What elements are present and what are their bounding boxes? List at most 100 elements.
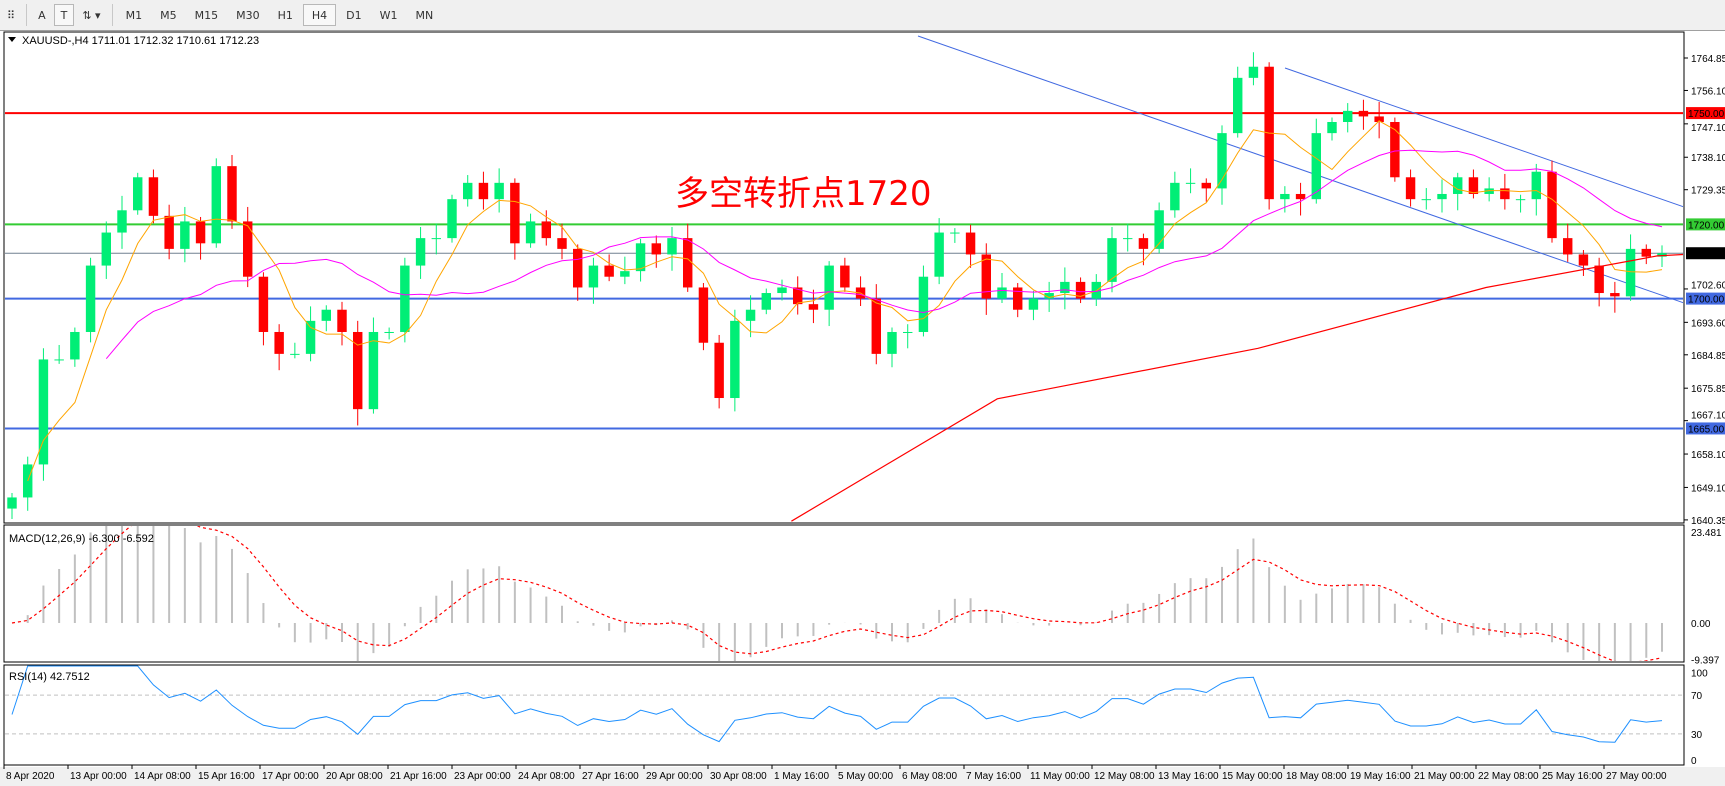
candle[interactable] xyxy=(1641,248,1651,257)
candle[interactable] xyxy=(431,238,441,240)
candle[interactable] xyxy=(1280,193,1290,200)
timeframe-w1-button[interactable]: W1 xyxy=(379,8,398,22)
text-tool-button[interactable]: A xyxy=(38,8,46,22)
candle[interactable] xyxy=(274,331,284,354)
candle[interactable] xyxy=(1547,171,1557,239)
candle[interactable] xyxy=(368,331,379,410)
candle[interactable] xyxy=(573,248,583,288)
timeframe-m1-button[interactable]: M1 xyxy=(125,8,143,22)
candle[interactable] xyxy=(1405,177,1416,200)
candle[interactable] xyxy=(211,166,221,244)
candle[interactable] xyxy=(1468,177,1479,194)
candle[interactable] xyxy=(1233,77,1243,134)
candle[interactable] xyxy=(1028,298,1039,310)
candle[interactable] xyxy=(337,309,347,332)
candle[interactable] xyxy=(1013,287,1023,310)
candle[interactable] xyxy=(965,232,976,255)
timeframe-m30-button[interactable]: M30 xyxy=(236,8,260,22)
arrows-tool-button[interactable]: ⇅ ▾ xyxy=(82,8,101,22)
candle[interactable] xyxy=(1201,182,1211,189)
candle[interactable] xyxy=(478,182,489,200)
candle[interactable] xyxy=(1311,133,1321,200)
text-label-tool-button[interactable]: T xyxy=(53,4,75,26)
candle[interactable] xyxy=(604,265,614,277)
candle[interactable] xyxy=(934,232,944,277)
candle[interactable] xyxy=(1484,188,1494,194)
candle[interactable] xyxy=(1594,265,1604,294)
candle[interactable] xyxy=(463,182,473,200)
candle[interactable] xyxy=(1657,253,1667,257)
candle[interactable] xyxy=(525,221,536,244)
candle[interactable] xyxy=(981,254,991,299)
candle[interactable] xyxy=(840,265,850,288)
candle[interactable] xyxy=(1154,210,1164,249)
candle[interactable] xyxy=(117,210,127,233)
candle[interactable] xyxy=(1531,171,1541,200)
candle[interactable] xyxy=(494,182,504,200)
collapse-triangle-icon[interactable] xyxy=(8,37,16,42)
trendline-lower[interactable] xyxy=(917,35,1684,304)
candle[interactable] xyxy=(258,276,269,332)
candle[interactable] xyxy=(1044,293,1054,299)
candle[interactable] xyxy=(1248,66,1259,78)
timeframe-mn-button[interactable]: MN xyxy=(415,8,434,22)
candle[interactable] xyxy=(1343,110,1353,122)
candle[interactable] xyxy=(541,221,551,239)
candle[interactable] xyxy=(23,464,33,498)
candle[interactable] xyxy=(777,287,787,294)
candle[interactable] xyxy=(1515,199,1526,201)
candle[interactable] xyxy=(148,177,159,216)
grid-tool-icon[interactable]: ⠿ xyxy=(7,8,16,22)
candle[interactable] xyxy=(683,238,693,288)
candle[interactable] xyxy=(1138,238,1149,249)
candle[interactable] xyxy=(353,331,363,410)
candle[interactable] xyxy=(918,276,929,332)
candle[interactable] xyxy=(290,353,300,355)
timeframe-m5-button[interactable]: M5 xyxy=(160,8,177,22)
candle[interactable] xyxy=(38,359,49,465)
candle[interactable] xyxy=(1217,133,1227,189)
candle[interactable] xyxy=(557,238,567,249)
candle[interactable] xyxy=(871,298,881,354)
candle[interactable] xyxy=(745,309,756,321)
candle[interactable] xyxy=(1185,182,1196,184)
candle[interactable] xyxy=(1563,238,1573,255)
candle[interactable] xyxy=(698,287,709,343)
candle[interactable] xyxy=(808,304,819,310)
candle[interactable] xyxy=(793,287,803,305)
candle[interactable] xyxy=(1123,238,1133,240)
candle[interactable] xyxy=(415,238,426,266)
candle[interactable] xyxy=(1327,121,1337,134)
candle[interactable] xyxy=(1170,182,1180,211)
candle[interactable] xyxy=(85,265,96,332)
candle[interactable] xyxy=(195,221,206,244)
candle[interactable] xyxy=(730,320,740,399)
candle[interactable] xyxy=(164,215,174,249)
candle[interactable] xyxy=(651,243,661,255)
candle[interactable] xyxy=(54,359,64,361)
candle[interactable] xyxy=(1421,199,1431,201)
candle[interactable] xyxy=(400,265,410,332)
candle[interactable] xyxy=(887,331,897,354)
candle[interactable] xyxy=(1500,188,1510,200)
candle[interactable] xyxy=(588,265,599,288)
candle[interactable] xyxy=(133,177,143,211)
candle[interactable] xyxy=(305,320,316,354)
candle[interactable] xyxy=(243,221,253,277)
candle[interactable] xyxy=(903,331,913,333)
candle[interactable] xyxy=(997,287,1007,299)
candle[interactable] xyxy=(1060,281,1070,294)
candle[interactable] xyxy=(7,497,17,509)
candle[interactable] xyxy=(180,221,190,249)
candle[interactable] xyxy=(1295,193,1306,200)
candle[interactable] xyxy=(667,238,677,255)
candle[interactable] xyxy=(761,293,771,310)
candle[interactable] xyxy=(714,342,724,399)
candle[interactable] xyxy=(510,182,520,244)
candle[interactable] xyxy=(1437,193,1447,200)
candle[interactable] xyxy=(1075,281,1086,299)
timeframe-h1-button[interactable]: H1 xyxy=(277,8,293,22)
candle[interactable] xyxy=(620,271,630,277)
candle[interactable] xyxy=(1453,177,1463,194)
